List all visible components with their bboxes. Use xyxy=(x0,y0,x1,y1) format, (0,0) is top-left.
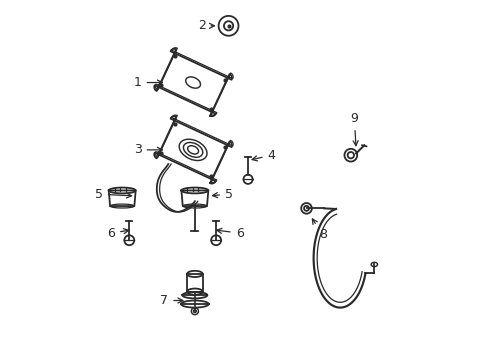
Text: 6: 6 xyxy=(107,227,128,240)
Text: 9: 9 xyxy=(350,112,358,146)
Text: 5: 5 xyxy=(95,188,131,201)
Text: 4: 4 xyxy=(252,149,275,162)
Text: 3: 3 xyxy=(134,143,162,156)
Text: 6: 6 xyxy=(216,227,243,240)
Text: 1: 1 xyxy=(134,76,162,89)
Text: 8: 8 xyxy=(312,219,326,242)
Text: 5: 5 xyxy=(212,188,232,201)
Text: 2: 2 xyxy=(197,19,214,32)
Text: 7: 7 xyxy=(160,294,183,307)
